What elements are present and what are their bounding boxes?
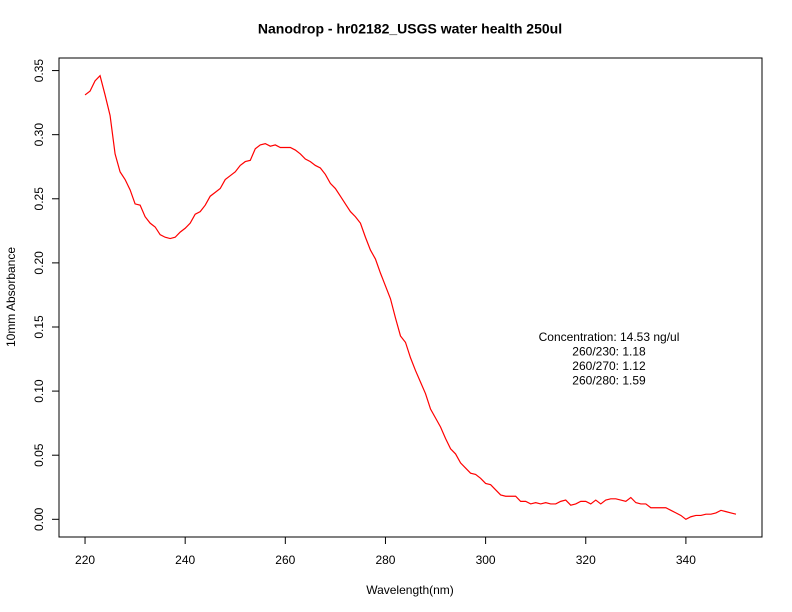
x-tick-label: 320: [576, 553, 596, 567]
x-tick-label: 240: [175, 553, 195, 567]
x-axis-label: Wavelength(nm): [366, 583, 454, 597]
annotation: 260/230: 1.18: [572, 345, 646, 359]
annotation: Concentration: 14.53 ng/ul: [539, 330, 680, 344]
y-tick-label: 0.15: [32, 315, 46, 339]
chart-title: Nanodrop - hr02182_USGS water health 250…: [258, 21, 562, 37]
y-tick-label: 0.05: [32, 443, 46, 467]
y-tick-label: 0.20: [32, 251, 46, 275]
x-tick-label: 260: [275, 553, 295, 567]
x-tick-label: 220: [75, 553, 95, 567]
y-tick-label: 0.35: [32, 59, 46, 83]
x-tick-label: 340: [676, 553, 696, 567]
y-tick-label: 0.25: [32, 187, 46, 211]
y-tick-label: 0.10: [32, 379, 46, 403]
plot-frame: [58, 57, 763, 538]
y-axis-label: 10mm Absorbance: [4, 247, 18, 347]
y-tick-label: 0.30: [32, 123, 46, 147]
annotation: 260/270: 1.12: [572, 359, 646, 373]
x-tick-label: 280: [375, 553, 395, 567]
x-tick-label: 300: [476, 553, 496, 567]
annotation: 260/280: 1.59: [572, 374, 646, 388]
y-tick-label: 0.00: [32, 507, 46, 531]
data-line: [84, 74, 737, 521]
